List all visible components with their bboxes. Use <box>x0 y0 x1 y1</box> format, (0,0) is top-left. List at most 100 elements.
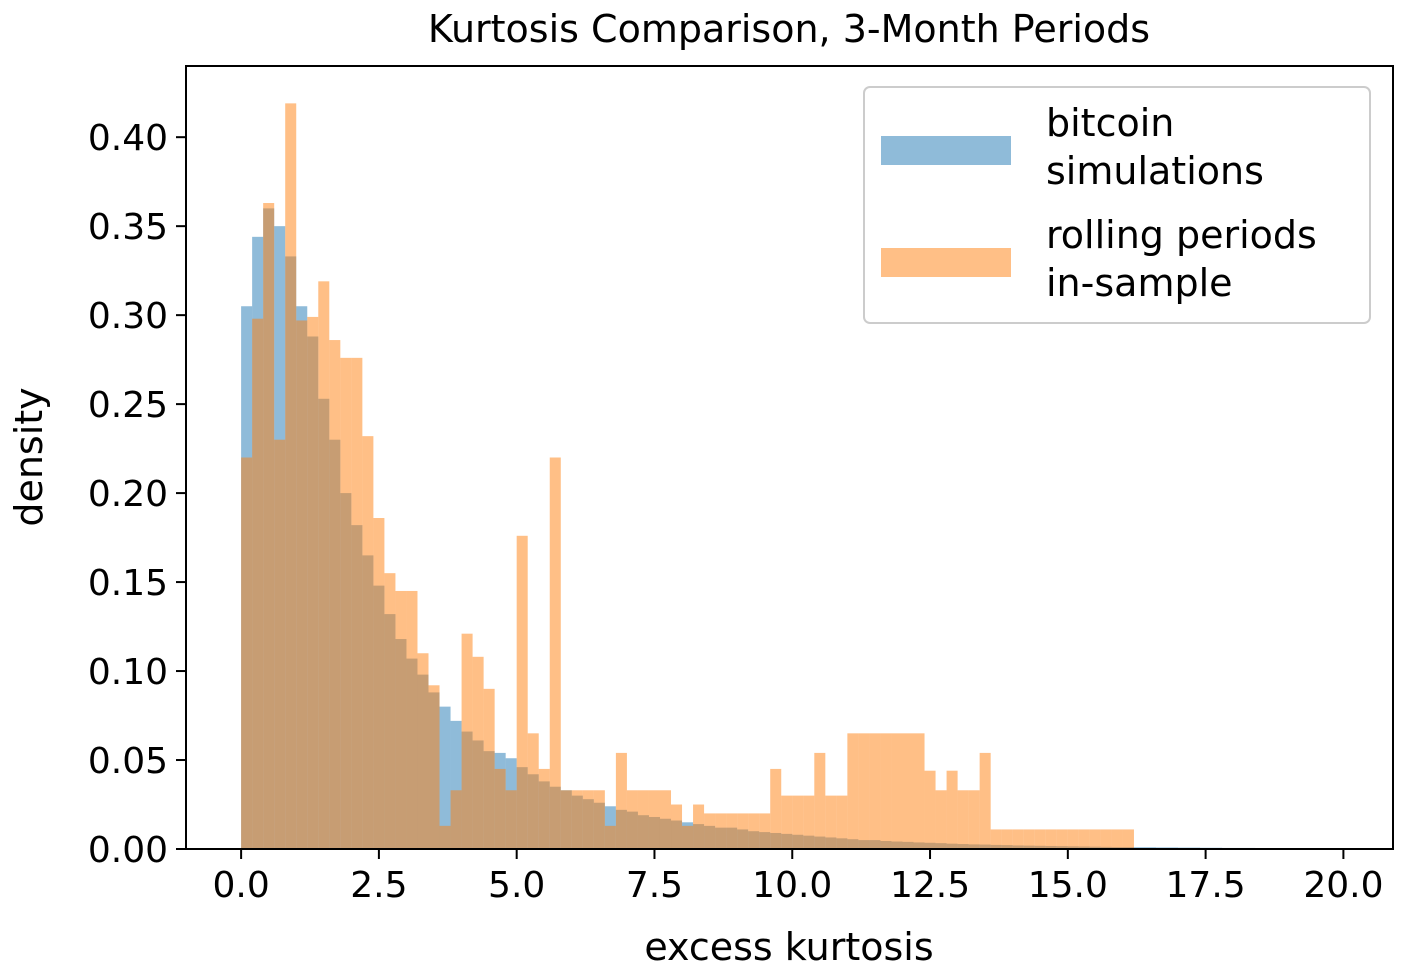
legend-swatch <box>881 136 1011 165</box>
y-tick-label: 0.00 <box>88 830 168 871</box>
histogram-bar <box>748 813 760 849</box>
histogram-bar <box>737 813 749 849</box>
histogram-bar <box>483 688 495 849</box>
y-tick-label: 0.25 <box>88 385 168 426</box>
histogram-bar <box>1001 829 1013 849</box>
x-axis-label: excess kurtosis <box>644 925 933 969</box>
histogram-bar <box>428 685 440 849</box>
histogram-bar <box>1045 829 1057 849</box>
histogram-bar <box>516 535 528 849</box>
histogram-bar <box>913 733 925 849</box>
histogram-bar <box>351 357 363 849</box>
plot-frame <box>185 65 1394 850</box>
histogram-bar <box>1122 829 1134 849</box>
histogram-bar <box>241 457 253 849</box>
histogram-bar <box>682 825 694 849</box>
histogram-bar <box>252 318 264 850</box>
histogram-bar <box>1034 829 1046 849</box>
histogram-bar <box>803 795 815 849</box>
histogram-bar <box>659 790 672 849</box>
y-tick-label: 0.05 <box>88 741 168 782</box>
histogram-bar <box>604 825 616 849</box>
histogram-bar <box>704 813 716 849</box>
histogram-bar <box>263 203 275 849</box>
histogram-bar <box>770 768 782 849</box>
histogram-bar <box>527 733 539 849</box>
histogram-bar <box>946 770 958 849</box>
histogram-bar <box>902 733 914 849</box>
histogram-bar <box>461 633 473 849</box>
histogram-bar <box>979 752 991 849</box>
histogram-bar <box>671 804 683 849</box>
x-tick-label: 7.5 <box>626 865 683 906</box>
histogram-bar <box>1023 829 1035 849</box>
x-tick-label: 17.5 <box>1166 865 1246 906</box>
histogram-bar <box>935 790 947 849</box>
x-axis: 0.0 2.5 5.0 7.5 10.0 12.5 15.0 17.5 20.0 <box>212 849 1383 906</box>
histogram-bar <box>836 795 848 849</box>
y-tick-label: 0.20 <box>88 474 168 515</box>
histogram-bar <box>329 340 341 849</box>
x-tick-label: 12.5 <box>890 865 970 906</box>
histogram-bar <box>318 281 330 849</box>
histogram-bar <box>792 795 804 849</box>
histogram-bar <box>891 733 903 849</box>
histogram-bar <box>759 813 771 849</box>
y-axis-label: density <box>7 387 51 526</box>
histogram-bar <box>362 436 374 849</box>
histogram-bar <box>285 103 297 849</box>
legend-label: bitcoin simulations <box>1046 101 1264 193</box>
histogram-bar <box>417 653 429 849</box>
histogram-bar <box>814 752 826 849</box>
histogram-bar <box>693 804 705 849</box>
legend: bitcoin simulations rolling periods in-samp… <box>863 86 1371 324</box>
y-tick-label: 0.35 <box>88 207 168 248</box>
histogram-bar <box>637 790 649 849</box>
histogram-bar <box>340 357 352 849</box>
histogram-bar <box>858 733 870 849</box>
histogram-bar <box>990 829 1002 849</box>
histogram-bar <box>373 518 385 849</box>
histogram-bar <box>406 590 418 849</box>
series-rolling-periods-in-sample <box>241 103 1134 850</box>
histogram-bar <box>593 790 605 849</box>
histogram-bar <box>439 706 451 849</box>
histogram-bar <box>505 790 517 849</box>
histogram-bar <box>494 768 506 849</box>
histogram-bar <box>1067 829 1079 849</box>
chart-title: Kurtosis Comparison, 3-Month Periods <box>428 7 1150 51</box>
y-tick-label: 0.10 <box>88 652 168 693</box>
histogram-bar <box>924 770 936 849</box>
histogram-bar <box>472 656 484 849</box>
histogram-bar <box>1089 829 1101 849</box>
legend-label: rolling periods in-sample <box>1046 213 1317 305</box>
histogram-bar <box>1012 829 1024 849</box>
y-tick-label: 0.40 <box>88 118 168 159</box>
histogram-bar <box>296 320 308 850</box>
histogram-bar <box>1078 829 1090 849</box>
x-tick-label: 10.0 <box>752 865 832 906</box>
histogram-bar <box>549 457 561 849</box>
histogram-bar <box>968 790 980 849</box>
histogram-bar <box>626 790 638 849</box>
histogram-bar <box>571 790 583 849</box>
y-tick-label: 0.15 <box>88 563 168 604</box>
x-tick-label: 20.0 <box>1303 865 1383 906</box>
histogram-bar <box>847 733 859 849</box>
histogram-bar <box>869 733 881 849</box>
histogram-bar <box>781 795 793 849</box>
x-tick-label: 5.0 <box>488 865 545 906</box>
legend-swatch <box>881 248 1011 277</box>
histogram-bar <box>1100 829 1112 849</box>
histogram-bar <box>726 813 738 849</box>
y-axis: 0.00 0.05 0.10 0.15 0.20 0.25 0.30 0.35 0.40 <box>88 118 186 871</box>
histogram-bar <box>307 316 319 850</box>
histogram-bar <box>274 439 286 849</box>
histogram-bar <box>395 590 407 849</box>
histogram-bar <box>715 813 727 849</box>
histogram-bar <box>648 790 660 849</box>
histogram-bar <box>384 573 396 849</box>
x-tick-label: 15.0 <box>1028 865 1108 906</box>
x-tick-label: 2.5 <box>350 865 407 906</box>
